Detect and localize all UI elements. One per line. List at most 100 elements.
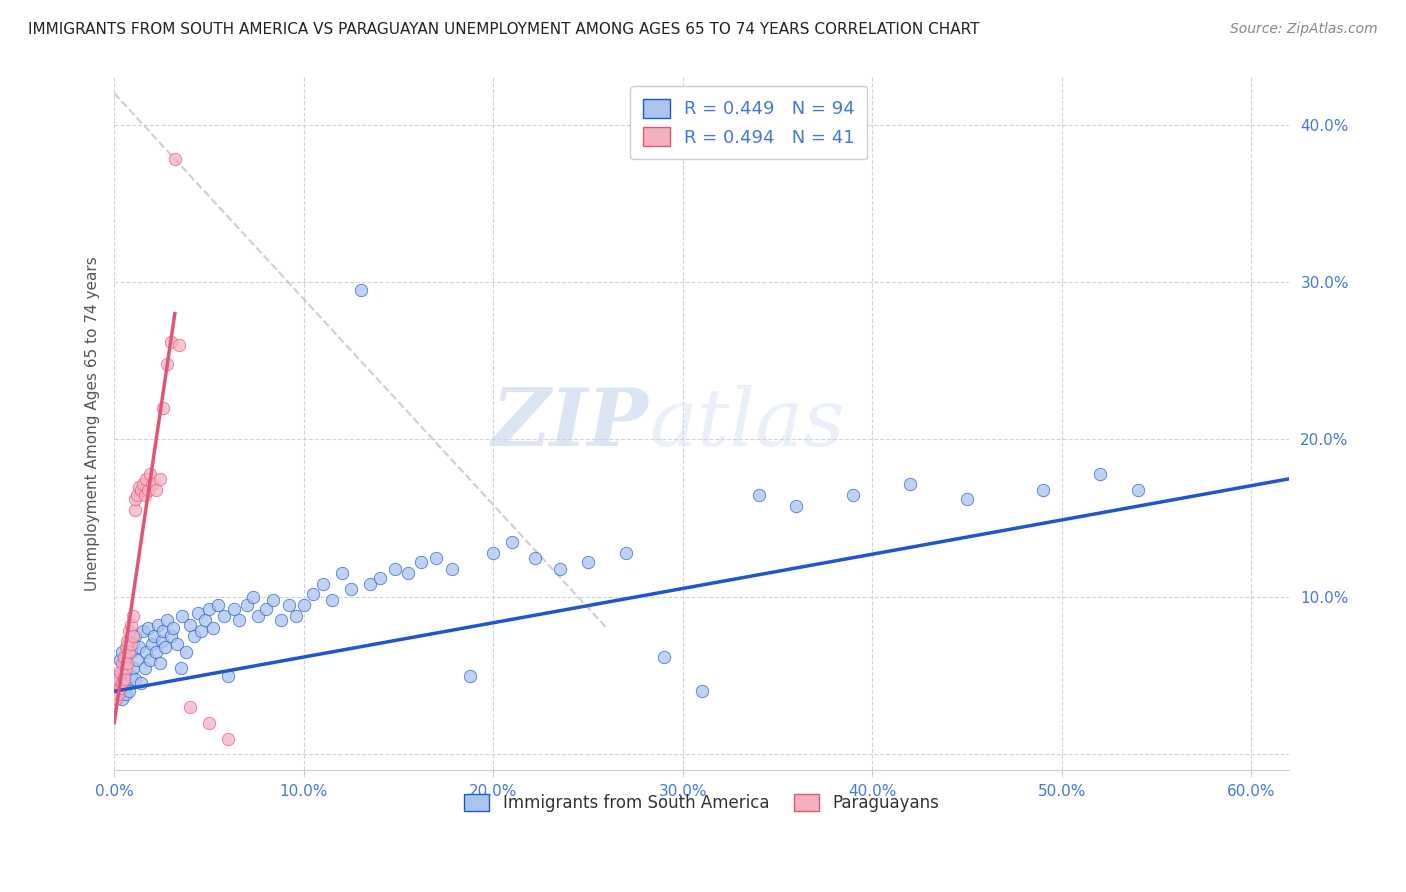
Point — [198, 602, 221, 616]
Point — [396, 566, 419, 581]
Point — [128, 480, 150, 494]
Point — [108, 653, 131, 667]
Point — [501, 534, 523, 549]
Point — [368, 571, 391, 585]
Point — [124, 503, 146, 517]
Point — [149, 472, 172, 486]
Point — [359, 577, 381, 591]
Point — [112, 681, 135, 695]
Point — [155, 640, 177, 655]
Point — [143, 629, 166, 643]
Point — [145, 645, 167, 659]
Point — [118, 645, 141, 659]
Point — [145, 483, 167, 497]
Point — [105, 676, 128, 690]
Point — [194, 614, 217, 628]
Point — [321, 593, 343, 607]
Point — [254, 602, 277, 616]
Point — [576, 555, 599, 569]
Point — [111, 692, 134, 706]
Point — [129, 676, 152, 690]
Point — [179, 618, 201, 632]
Point — [183, 629, 205, 643]
Point — [156, 614, 179, 628]
Point — [125, 487, 148, 501]
Point — [247, 608, 270, 623]
Point — [460, 668, 482, 682]
Point — [228, 614, 250, 628]
Point — [122, 637, 145, 651]
Point — [134, 661, 156, 675]
Point — [129, 483, 152, 497]
Point — [107, 668, 129, 682]
Point — [340, 582, 363, 596]
Point — [112, 649, 135, 664]
Point — [117, 634, 139, 648]
Point — [135, 645, 157, 659]
Point — [114, 649, 136, 664]
Point — [108, 681, 131, 695]
Point — [122, 608, 145, 623]
Point — [117, 676, 139, 690]
Point — [384, 561, 406, 575]
Point — [139, 467, 162, 481]
Point — [124, 629, 146, 643]
Point — [156, 357, 179, 371]
Point — [152, 401, 174, 415]
Point — [548, 561, 571, 575]
Point — [111, 656, 134, 670]
Point — [152, 624, 174, 639]
Point — [107, 688, 129, 702]
Point — [956, 492, 979, 507]
Point — [198, 715, 221, 730]
Legend: Immigrants from South America, Paraguayans: Immigrants from South America, Paraguaya… — [453, 782, 950, 824]
Point — [1032, 483, 1054, 497]
Point — [217, 668, 239, 682]
Point — [120, 645, 142, 659]
Point — [166, 637, 188, 651]
Point — [112, 656, 135, 670]
Point — [482, 546, 505, 560]
Point — [120, 618, 142, 632]
Point — [1126, 483, 1149, 497]
Point — [131, 624, 153, 639]
Point — [136, 621, 159, 635]
Point — [124, 672, 146, 686]
Point — [270, 614, 292, 628]
Point — [118, 684, 141, 698]
Point — [748, 487, 770, 501]
Point — [1088, 467, 1111, 481]
Text: atlas: atlas — [648, 385, 844, 462]
Point — [114, 640, 136, 655]
Point — [160, 334, 183, 349]
Point — [349, 283, 371, 297]
Point — [163, 153, 186, 167]
Point — [108, 665, 131, 680]
Point — [167, 338, 190, 352]
Point — [134, 487, 156, 501]
Point — [523, 550, 546, 565]
Point — [128, 640, 150, 655]
Point — [120, 668, 142, 682]
Point — [201, 621, 224, 635]
Point — [190, 624, 212, 639]
Point — [125, 653, 148, 667]
Point — [785, 499, 807, 513]
Point — [118, 634, 141, 648]
Point — [425, 550, 447, 565]
Point — [179, 700, 201, 714]
Point — [690, 684, 713, 698]
Point — [311, 577, 333, 591]
Point — [141, 476, 163, 491]
Point — [842, 487, 865, 501]
Point — [118, 624, 141, 639]
Point — [330, 566, 353, 581]
Y-axis label: Unemployment Among Ages 65 to 74 years: Unemployment Among Ages 65 to 74 years — [86, 256, 100, 591]
Point — [236, 598, 259, 612]
Point — [105, 676, 128, 690]
Point — [112, 672, 135, 686]
Point — [114, 661, 136, 675]
Point — [114, 688, 136, 702]
Point — [122, 629, 145, 643]
Point — [162, 621, 184, 635]
